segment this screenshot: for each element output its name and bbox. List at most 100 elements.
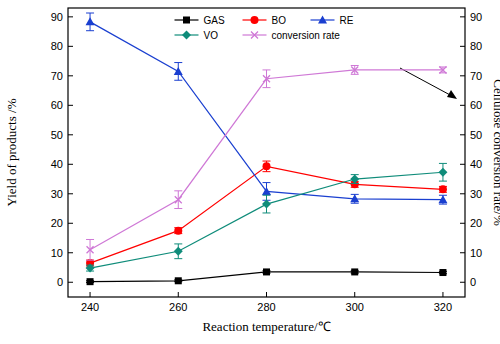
error-bar (263, 161, 271, 172)
y2-tick-label: 0 (470, 276, 476, 288)
y2-tick-label: 20 (470, 217, 482, 229)
series-line (90, 22, 443, 200)
error-bar (263, 195, 271, 213)
x-tick-label: 260 (169, 301, 187, 313)
data-point (86, 17, 95, 25)
data-point (86, 264, 95, 273)
y2-tick (460, 75, 465, 76)
x-tick-label: 320 (434, 301, 452, 313)
legend-label: VO (204, 30, 219, 41)
y2-tick (460, 164, 465, 165)
x-tick (90, 292, 91, 297)
x-tick (354, 292, 355, 297)
legend-marker (318, 16, 327, 24)
legend: GAS BO RE VO conversion rate (175, 15, 354, 41)
y2-tick-label: 70 (470, 70, 482, 82)
data-point (87, 246, 94, 253)
error-bar (263, 70, 271, 88)
data-point (262, 187, 271, 195)
y2-tick (460, 282, 465, 283)
x-tick-label: 240 (81, 301, 99, 313)
y2-tick (460, 134, 465, 135)
y-tick-label: 40 (51, 158, 63, 170)
y2-tick-label: 60 (470, 99, 482, 111)
x-axis-title: Reaction temperature/℃ (202, 319, 330, 334)
series-line (90, 70, 443, 250)
y-tick (68, 16, 73, 17)
y2-tick-label: 30 (470, 188, 482, 200)
y-tick (68, 164, 73, 165)
y-tick (68, 282, 73, 283)
y-tick (68, 134, 73, 135)
y-tick (68, 75, 73, 76)
y2-tick (460, 223, 465, 224)
y2-tick-label: 90 (470, 11, 482, 23)
chart: 2402602803003200102030405060708090010203… (0, 0, 500, 344)
error-bar (351, 194, 359, 203)
data-point (438, 195, 447, 203)
error-bar (439, 67, 447, 73)
y-tick-label: 70 (51, 70, 63, 82)
data-point (262, 200, 271, 209)
y2-tick (460, 16, 465, 17)
data-point (263, 162, 271, 170)
y-tick-label: 0 (57, 276, 63, 288)
y2-tick-label: 50 (470, 129, 482, 141)
data-point (351, 268, 358, 275)
y2-tick-label: 10 (470, 247, 482, 259)
y-axis-title: Yield of products /% (4, 98, 19, 206)
error-bar (174, 63, 182, 81)
error-bar (86, 13, 94, 31)
data-point (174, 247, 183, 256)
x-tick-label: 300 (346, 301, 364, 313)
y-tick-label: 90 (51, 11, 63, 23)
legend-marker (182, 31, 191, 40)
plot-area (86, 13, 448, 285)
data-point (350, 175, 359, 184)
legend-marker (183, 17, 190, 24)
data-point (263, 268, 270, 275)
data-point (439, 269, 446, 276)
y-tick (68, 193, 73, 194)
data-point (87, 278, 94, 285)
y-tick (68, 105, 73, 106)
y-tick (68, 46, 73, 47)
error-bar (174, 244, 182, 259)
x-tick (266, 292, 267, 297)
data-point (439, 185, 447, 193)
legend-label: conversion rate (272, 30, 341, 41)
y2-tick (460, 105, 465, 106)
data-point (174, 227, 182, 235)
series-line (90, 166, 443, 263)
error-bar (439, 163, 447, 181)
data-point (174, 67, 183, 75)
legend-label: BO (272, 15, 287, 26)
x-tick (442, 292, 443, 297)
error-bar (86, 239, 94, 260)
y2-axis-title: Cellulose conversion rate/% (491, 79, 500, 226)
error-bar (439, 195, 447, 204)
x-tick (178, 292, 179, 297)
error-bar (351, 175, 359, 184)
y2-tick-label: 40 (470, 158, 482, 170)
y2-tick (460, 193, 465, 194)
data-point (351, 66, 358, 73)
y-tick-label: 20 (51, 217, 63, 229)
error-bar (351, 66, 359, 75)
y2-tick (460, 252, 465, 253)
data-point (175, 196, 182, 203)
legend-marker (251, 32, 258, 39)
x-tick-label: 280 (257, 301, 275, 313)
legend-marker (251, 16, 259, 24)
data-point (263, 75, 270, 82)
plot-frame (68, 8, 465, 297)
arrow (400, 68, 452, 96)
data-point (175, 277, 182, 284)
y-tick-label: 30 (51, 188, 63, 200)
y2-tick (460, 46, 465, 47)
y-tick-label: 60 (51, 99, 63, 111)
legend-label: RE (340, 15, 354, 26)
y2-tick-label: 80 (470, 40, 482, 52)
error-bar (174, 191, 182, 209)
legend-label: GAS (204, 15, 225, 26)
